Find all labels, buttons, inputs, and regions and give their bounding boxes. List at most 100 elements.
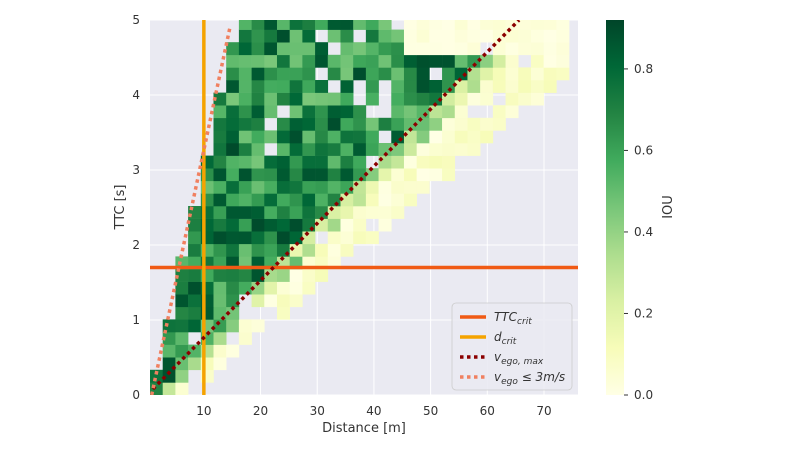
heatmap-cell [429,168,443,182]
heatmap-cell [327,168,341,182]
heatmap-cell [213,281,227,295]
heatmap-cell [213,105,227,119]
heatmap-cell [454,105,468,119]
heatmap-cell [353,193,367,207]
heatmap-cell [315,80,329,93]
heatmap-cell [429,117,443,131]
heatmap-cell [276,193,290,207]
heatmap-cell [378,143,392,156]
heatmap-cell [251,80,265,93]
heatmap-cell [416,155,430,169]
heatmap-cell [213,180,227,194]
heatmap-cell [238,67,252,81]
heatmap-cell [442,29,456,43]
heatmap-cell [251,168,265,182]
heatmap-cell [353,231,367,245]
heatmap-cell [530,29,544,43]
heatmap-cell [162,332,176,345]
heatmap-cell [175,357,189,371]
heatmap-cell [302,269,316,282]
heatmap-cell [365,180,379,194]
heatmap-cell [391,143,405,156]
heatmap-cell [353,143,367,156]
legend: TTCcrit dcrit vego, max vego ≤ 3m/s [451,302,573,391]
heatmap-cell [264,206,278,219]
heatmap-cell [429,29,443,43]
heatmap-cell [340,80,354,93]
legend-label: dcrit [494,330,517,347]
heatmap-cell [175,306,189,320]
heatmap-cell [467,117,481,131]
heatmap-cell [327,243,341,257]
heatmap-cell [264,42,278,56]
heatmap-cell [327,143,341,156]
heatmap-cell [365,130,379,144]
heatmap-cell [289,130,303,144]
heatmap-cell [302,54,316,68]
heatmap-cell [340,54,354,68]
heatmap-cell [480,29,494,43]
x-tick-label: 50 [423,404,438,418]
heatmap-cell [416,29,430,43]
colorbar-tick-label: 0.0 [634,388,653,402]
heatmap-cell [327,130,341,144]
heatmap-cell [353,105,367,119]
heatmap-cell [302,206,316,219]
heatmap-cell [188,231,202,245]
heatmap-cell [416,20,430,30]
heatmap-cell [213,143,227,156]
heatmap-cell [442,155,456,169]
heatmap-cell [289,155,303,169]
legend-box [451,302,573,391]
heatmap-cell [289,193,303,207]
heatmap-cell [175,344,189,358]
heatmap-cell [238,20,252,30]
heatmap-cell [480,130,494,144]
heatmap-cell [226,231,240,245]
heatmap-cell [264,243,278,257]
heatmap-cell [429,80,443,93]
heatmap-cell [276,231,290,245]
heatmap-cell [365,54,379,68]
heatmap-cell [213,218,227,232]
heatmap-cell [378,206,392,219]
heatmap-cell [226,218,240,232]
heatmap-cell [378,42,392,56]
colorbar-ticks: 0.0 0.2 0.4 0.6 0.8 [624,62,653,402]
heatmap-cell [251,105,265,119]
heatmap-cell [238,281,252,295]
heatmap-cell [188,319,202,333]
heatmap-cell [213,117,227,131]
heatmap-cell [238,105,252,119]
heatmap-cell [302,281,316,295]
heatmap-cell [162,319,176,333]
heatmap-cell [505,20,519,30]
heatmap-cell [315,42,329,56]
heatmap-cell [556,54,570,68]
heatmap-cell [276,130,290,144]
heatmap-cell [276,92,290,106]
heatmap-cell [467,80,481,93]
heatmap-cell [442,54,456,68]
heatmap-cell [251,143,265,156]
heatmap-cell [480,117,494,131]
heatmap-cell [238,29,252,43]
heatmap-cell [530,20,544,30]
heatmap-cell [480,80,494,93]
heatmap-cell [302,130,316,144]
heatmap-cell [391,168,405,182]
heatmap-cell [403,92,417,106]
heatmap-cell [454,130,468,144]
heatmap-cell [302,231,316,245]
heatmap-cell [302,143,316,156]
heatmap-cell [315,92,329,106]
heatmap-cell [315,155,329,169]
heatmap-cell [276,269,290,282]
heatmap-cell [467,130,481,144]
heatmap-cell [213,130,227,144]
heatmap-cell [442,143,456,156]
heatmap-cell [340,193,354,207]
heatmap-cell [289,180,303,194]
heatmap-cell [340,155,354,169]
heatmap-cell [315,168,329,182]
